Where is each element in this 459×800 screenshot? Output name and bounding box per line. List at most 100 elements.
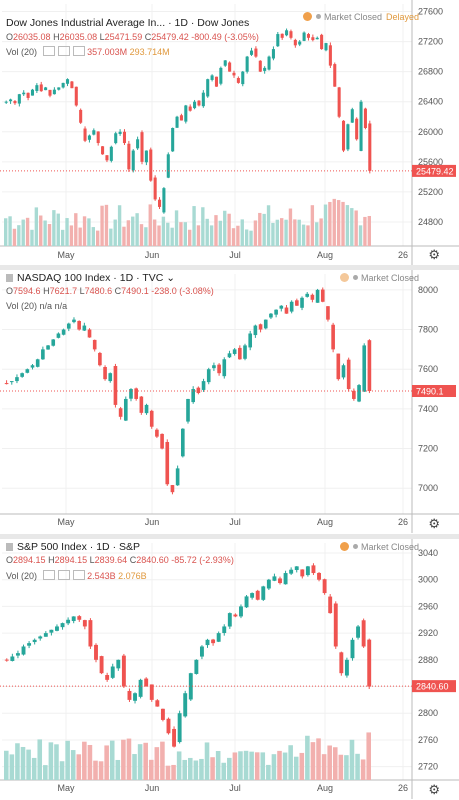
candle [157, 197, 162, 210]
candle [311, 563, 316, 575]
candle [298, 40, 302, 47]
ndx-settings-gear-icon[interactable]: ⚙ [428, 516, 440, 531]
settings-icon[interactable] [57, 570, 70, 580]
dow-interval[interactable]: 1D [174, 17, 188, 29]
ndx-symbol-title[interactable]: NASDAQ 100 Index [17, 272, 111, 284]
volume-bar [238, 751, 243, 780]
ndx-high-value: 7621.7 [49, 286, 78, 296]
volume-bar [297, 219, 301, 246]
volume-bar [227, 757, 232, 780]
volume-bar [154, 747, 160, 780]
candle [131, 149, 135, 173]
candle [258, 323, 263, 333]
candle [105, 155, 109, 163]
spx-candlestick-chart[interactable]: 272027602800284028802920296030003040MayJ… [0, 539, 459, 800]
candle [362, 343, 367, 392]
spx-chart-pane[interactable]: 272027602800284028802920296030003040MayJ… [0, 539, 459, 800]
close-icon[interactable] [72, 570, 85, 580]
dow-market-status: Market Closed Delayed [302, 12, 419, 22]
volume-bar [56, 213, 60, 246]
candle [30, 363, 35, 370]
dow-chart-pane[interactable]: 24800 25200 25600 26000 26400 26800 27200 27600… [0, 0, 459, 265]
candle [82, 619, 87, 630]
volume-bar [98, 761, 104, 780]
pane-divider[interactable] [0, 265, 459, 270]
dow-symbol-title[interactable]: Dow Jones Industrial Average In... [6, 17, 166, 29]
volume-bar [87, 218, 91, 246]
volume-bar [355, 753, 360, 780]
volume-bar [232, 752, 238, 780]
candle [103, 365, 107, 381]
candle [341, 120, 346, 153]
volume-bar [328, 201, 332, 246]
volume-bar [139, 224, 144, 246]
alert-icon[interactable] [339, 542, 349, 551]
eye-icon[interactable] [42, 46, 55, 56]
volume-bar [43, 220, 47, 246]
spx-volume-label[interactable]: Vol (20) [6, 571, 38, 581]
volume-bar [214, 215, 218, 246]
status-dot-icon [352, 275, 358, 280]
volume-bar [354, 210, 358, 246]
ndx-chart-pane[interactable]: 7000 7200 7400 7600 7800 8000 May Jun Jul Aug 26 74… [0, 270, 459, 534]
candle [227, 350, 232, 359]
pane-divider[interactable] [0, 534, 459, 539]
candle [27, 641, 32, 649]
candle [339, 651, 344, 676]
candle [21, 644, 26, 656]
candle [211, 638, 216, 646]
volume-bar [315, 222, 319, 246]
candle [101, 146, 105, 155]
candle [210, 74, 214, 82]
volume-bar [122, 226, 126, 246]
x-tick-label: Jun [145, 783, 160, 793]
y-tick-label: 7600 [418, 364, 438, 374]
spx-interval[interactable]: 1D [96, 541, 110, 553]
candle [149, 409, 154, 429]
volume-bar [349, 739, 355, 780]
ndx-candlestick-chart[interactable]: 7000 7200 7400 7600 7800 8000 May Jun Jul Aug 26 74… [0, 270, 459, 534]
settings-icon[interactable] [57, 46, 70, 56]
spx-volume-ma-value: 2.076B [118, 571, 147, 581]
dow-settings-gear-icon[interactable]: ⚙ [428, 247, 440, 262]
chevron-down-icon[interactable]: ⌄ [166, 272, 176, 284]
ndx-interval[interactable]: 1D [119, 272, 134, 284]
flag-icon[interactable] [6, 543, 13, 551]
volume-bar [96, 230, 100, 246]
spx-market-status: Market Closed [339, 542, 419, 552]
volume-bar [126, 220, 131, 246]
candle [109, 145, 113, 163]
candle [253, 324, 258, 338]
candle [149, 147, 153, 182]
dow-candlestick-chart[interactable]: 24800 25200 25600 26000 26400 26800 27200 27600… [0, 0, 459, 265]
dow-volume-label[interactable]: Vol (20) [6, 47, 38, 57]
spx-settings-gear-icon[interactable]: ⚙ [428, 782, 440, 797]
volume-bar [188, 229, 192, 246]
volume-bar [39, 215, 43, 246]
candle [15, 650, 20, 659]
volume-bar [115, 759, 121, 780]
candle [52, 87, 56, 95]
volume-bar [253, 220, 258, 246]
candle [289, 567, 294, 575]
alert-icon[interactable] [339, 273, 349, 282]
flag-icon[interactable] [6, 274, 13, 282]
volume-bar [117, 205, 122, 246]
spx-symbol-title[interactable]: S&P 500 Index [17, 541, 87, 553]
candle [199, 645, 204, 660]
ndx-volume-label[interactable]: Vol (20) [6, 301, 38, 311]
eye-icon[interactable] [42, 570, 55, 580]
volume-bar [266, 205, 271, 246]
volume-bar [280, 218, 284, 246]
candle [328, 42, 332, 68]
last-price-label: 7490.1 [416, 387, 444, 397]
x-tick-label: 26 [398, 250, 408, 260]
volume-bar [345, 205, 350, 246]
candle [74, 86, 78, 107]
candle [331, 322, 335, 353]
close-icon[interactable] [72, 46, 85, 56]
ndx-title-bar: NASDAQ 100 Index · 1D · TVC ⌄ [6, 272, 175, 284]
alert-icon[interactable] [302, 12, 312, 21]
candle [236, 76, 240, 84]
candle [70, 80, 74, 89]
